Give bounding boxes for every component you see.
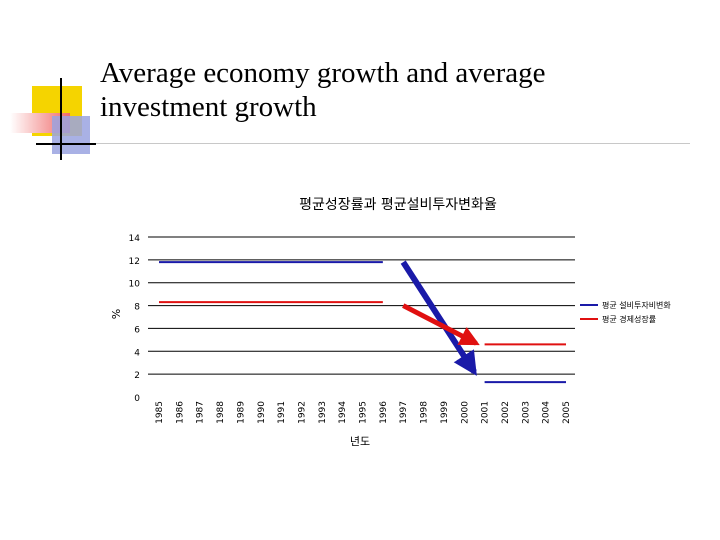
chart-series <box>159 261 566 384</box>
x-tick-1996: 1996 <box>379 401 389 424</box>
x-axis-label: 년도 <box>350 435 370 448</box>
x-tick-1998: 1998 <box>420 401 430 424</box>
x-tick-1985: 1985 <box>155 401 165 424</box>
y-tick-14: 14 <box>129 234 141 244</box>
deco-blue-square <box>52 116 90 154</box>
x-tick-1986: 1986 <box>175 401 185 424</box>
slide-title: Average economy growth and average inves… <box>100 56 700 124</box>
x-tick-1995: 1995 <box>359 401 369 424</box>
x-tick-2002: 2002 <box>501 401 511 424</box>
x-tick-2005: 2005 <box>562 401 572 424</box>
slide-title-line-2: investment growth <box>100 91 317 123</box>
y-tick-2: 2 <box>134 371 140 381</box>
y-tick-6: 6 <box>134 325 140 335</box>
title-underline-rule <box>96 143 690 144</box>
x-tick-1987: 1987 <box>196 401 206 424</box>
x-tick-1992: 1992 <box>297 401 307 424</box>
y-axis-label: % <box>109 309 122 319</box>
x-tick-1988: 1988 <box>216 401 226 424</box>
arrow-annotation-1 <box>402 303 480 346</box>
y-tick-0: 0 <box>134 394 140 404</box>
deco-horizontal-line <box>36 143 96 145</box>
x-tick-1997: 1997 <box>399 401 409 424</box>
x-tick-2000: 2000 <box>460 401 470 424</box>
legend-box <box>577 296 697 326</box>
x-tick-labels: 1985 1986 1987 1988 1989 1990 1991 1992 1993 1994… <box>155 401 572 424</box>
x-tick-1993: 1993 <box>318 401 328 424</box>
chart-gridlines <box>148 236 575 375</box>
x-tick-1989: 1989 <box>236 401 246 424</box>
x-tick-2003: 2003 <box>521 401 531 424</box>
y-tick-4: 4 <box>134 348 140 358</box>
x-tick-2004: 2004 <box>542 401 552 424</box>
y-tick-10: 10 <box>129 280 141 290</box>
legend-label-0: 평균 설비투자비변화 <box>602 300 671 310</box>
y-tick-labels: 0 2 4 6 8 10 12 14 <box>129 234 141 404</box>
x-tick-1990: 1990 <box>257 401 267 424</box>
legend-label-1: 평균 경제성장률 <box>602 314 656 324</box>
x-tick-2001: 2001 <box>481 401 491 424</box>
chart-arrows <box>400 260 480 376</box>
chart-title: 평균성장률과 평균설비투자변화율 <box>299 197 497 213</box>
arrow-annotation-0 <box>400 260 477 376</box>
x-tick-1994: 1994 <box>338 401 348 424</box>
y-tick-12: 12 <box>129 257 140 267</box>
y-tick-8: 8 <box>134 303 140 313</box>
x-tick-1999: 1999 <box>440 401 450 424</box>
deco-vertical-line <box>60 78 62 160</box>
slide-title-line-1: Average economy growth and average <box>100 57 546 89</box>
x-tick-1991: 1991 <box>277 401 287 424</box>
